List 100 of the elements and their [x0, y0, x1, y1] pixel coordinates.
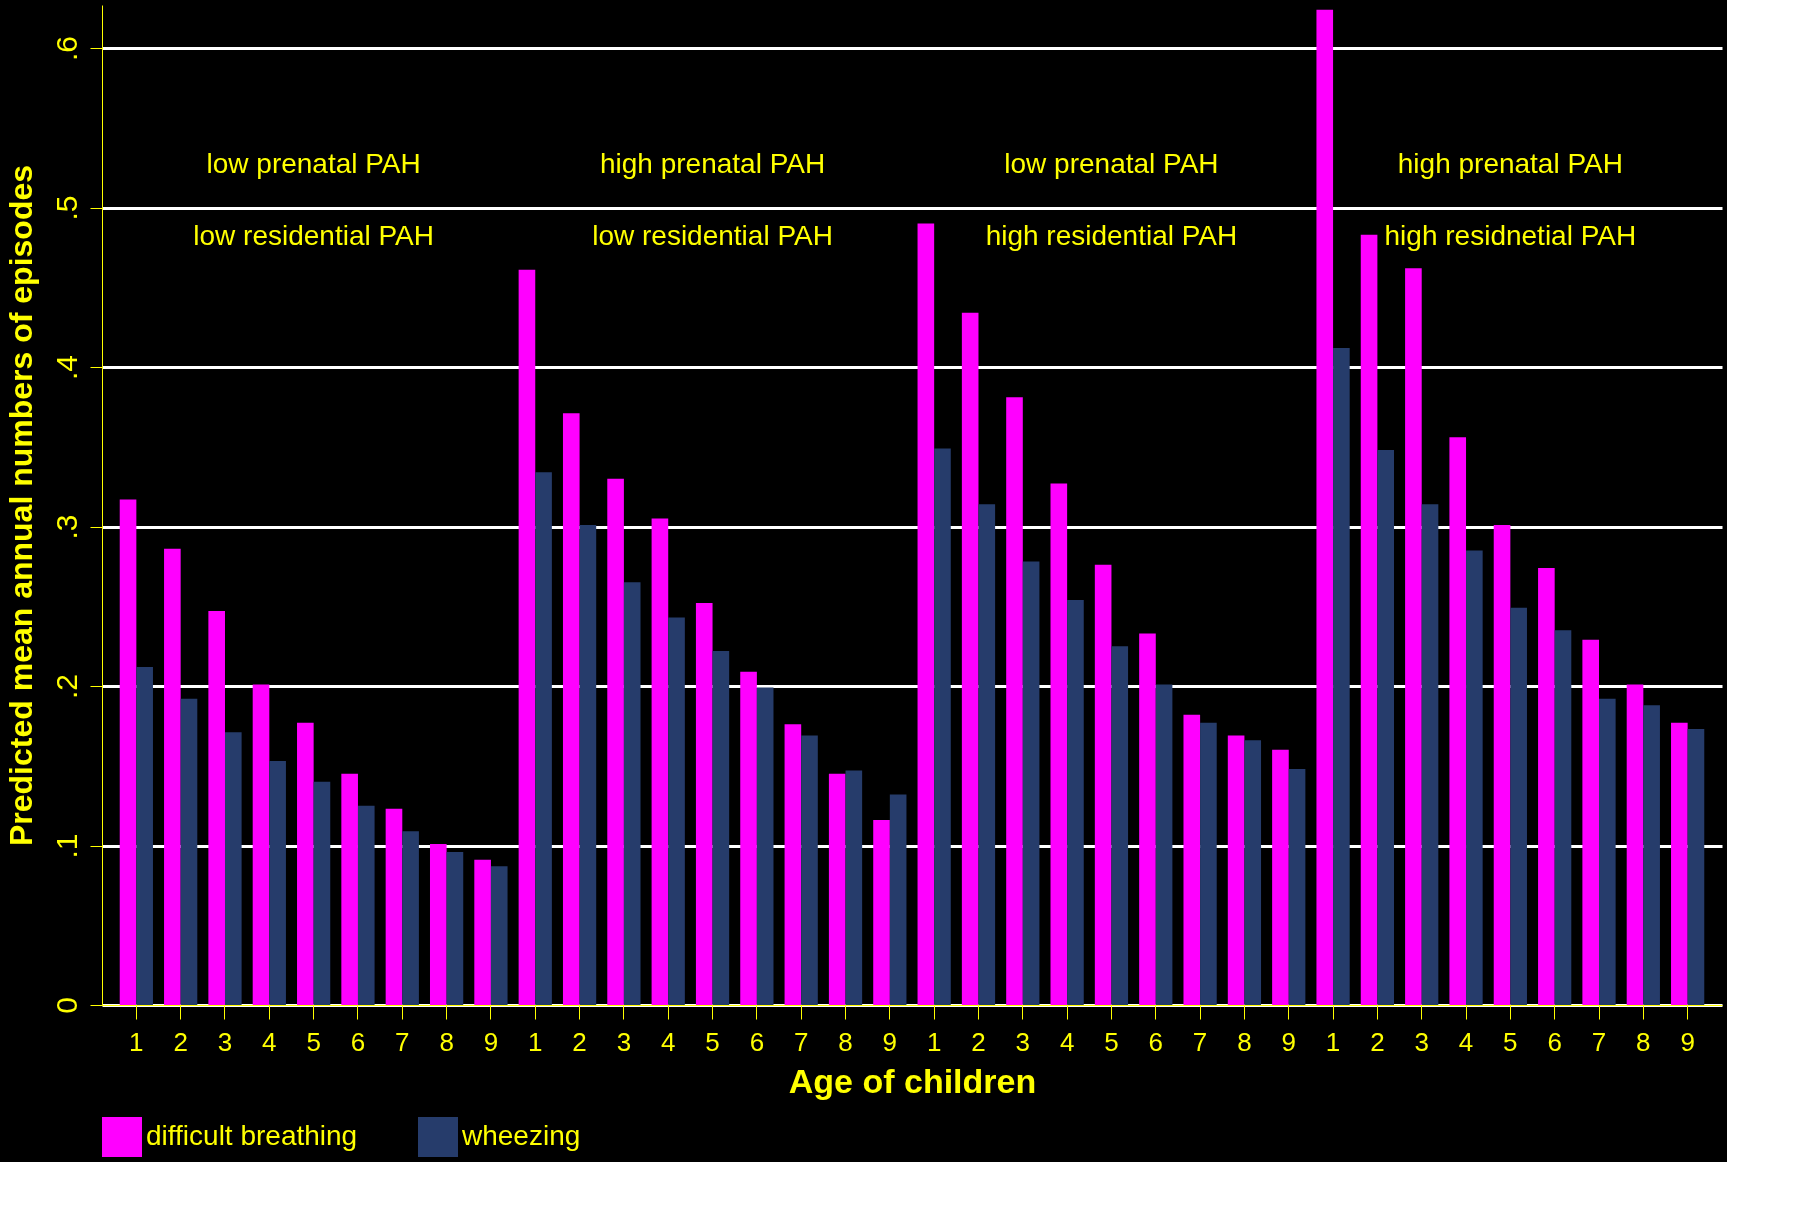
x-tick-label: 2	[971, 1026, 986, 1057]
x-tick-label: 1	[926, 1026, 942, 1057]
bar	[252, 684, 270, 1005]
bar	[136, 666, 153, 1005]
bar	[668, 617, 685, 1005]
annotation: low prenatal PAH	[1004, 148, 1219, 179]
bar	[402, 831, 419, 1005]
annotation: high prenatal PAH	[1397, 148, 1623, 179]
x-tick-label: 9	[1281, 1026, 1296, 1057]
bar	[978, 504, 996, 1005]
x-tick-label: 1	[1325, 1026, 1341, 1057]
bar	[784, 724, 802, 1005]
bar	[180, 698, 198, 1005]
bar	[1626, 684, 1644, 1005]
bar	[579, 524, 597, 1005]
x-tick-label: 3	[616, 1026, 632, 1057]
x-tick-label: 2	[173, 1026, 188, 1057]
bar	[1272, 749, 1289, 1005]
bar	[535, 472, 552, 1005]
bar	[1405, 268, 1422, 1005]
bar	[385, 808, 403, 1005]
x-tick-label: 3	[1015, 1026, 1031, 1057]
bar	[651, 518, 669, 1005]
x-tick-label: 8	[439, 1026, 454, 1057]
x-tick-label: 7	[1591, 1026, 1607, 1057]
x-tick-label: 6	[350, 1026, 366, 1057]
bar	[934, 448, 951, 1005]
x-tick-label: 1	[129, 1026, 144, 1057]
bar	[518, 269, 536, 1005]
x-tick-label: 6	[749, 1026, 765, 1057]
x-tick-label: 8	[1237, 1026, 1252, 1057]
bar	[313, 781, 331, 1005]
bar	[1333, 347, 1350, 1005]
x-tick-label: 3	[217, 1026, 233, 1057]
bar	[1421, 504, 1439, 1005]
bar	[164, 548, 181, 1005]
bar	[1094, 564, 1112, 1005]
bar	[961, 312, 979, 1005]
bar	[1139, 633, 1156, 1005]
bar	[828, 773, 846, 1005]
x-tick-label: 6	[1547, 1026, 1562, 1057]
annotation: high residential PAH	[985, 220, 1238, 251]
bar	[695, 603, 713, 1005]
bar	[1671, 722, 1688, 1005]
x-tick-label: 7	[395, 1026, 410, 1057]
x-tick-label: 4	[262, 1026, 277, 1057]
x-tick-label: 9	[1680, 1026, 1695, 1057]
x-tick-label: 8	[1636, 1026, 1651, 1057]
bar	[845, 770, 863, 1005]
annotation: low prenatal PAH	[206, 148, 421, 179]
y-axis-title: Predicted mean annual numbers of episodes	[2, 164, 39, 847]
bar	[756, 687, 774, 1005]
annotation: high residnetial PAH	[1384, 220, 1637, 251]
bar	[607, 478, 624, 1005]
bar	[1111, 646, 1129, 1005]
y-tick-label: .4	[49, 355, 83, 381]
annotation: high prenatal PAH	[599, 148, 826, 179]
x-tick-label: 6	[1148, 1026, 1164, 1057]
annotation: low residential PAH	[592, 220, 833, 251]
x-tick-label: 8	[838, 1026, 853, 1057]
bar	[562, 413, 580, 1005]
annotation: low residential PAH	[193, 220, 434, 251]
bar	[1155, 684, 1173, 1005]
bar	[357, 805, 375, 1005]
y-tick-label: .6	[49, 36, 83, 62]
bar	[1050, 483, 1068, 1005]
bar	[873, 819, 890, 1005]
bar	[1599, 698, 1616, 1005]
x-axis-title: Age of children	[788, 1061, 1037, 1100]
bar	[490, 866, 508, 1005]
bar	[1554, 630, 1572, 1005]
y-tick-label: 0	[49, 997, 83, 1014]
bar	[225, 732, 242, 1005]
bar	[1449, 437, 1467, 1005]
bar	[1510, 607, 1527, 1005]
bar	[1687, 729, 1705, 1005]
x-tick-label: 3	[1414, 1026, 1429, 1057]
bar	[917, 223, 935, 1005]
bar	[341, 773, 358, 1005]
bar	[208, 611, 225, 1005]
bar	[119, 499, 137, 1005]
x-tick-label: 7	[793, 1026, 809, 1057]
x-tick-label: 2	[1370, 1026, 1385, 1057]
bar	[1493, 524, 1511, 1005]
x-tick-label: 5	[705, 1026, 720, 1057]
bar	[1022, 561, 1040, 1005]
bar	[712, 650, 730, 1005]
bar	[429, 843, 447, 1005]
x-tick-label: 4	[1059, 1026, 1075, 1057]
bar	[297, 722, 314, 1005]
bar	[1183, 714, 1201, 1005]
y-tick-label: .2	[49, 674, 83, 700]
bar	[623, 582, 641, 1005]
bar	[446, 851, 464, 1005]
x-tick-label: 5	[1104, 1026, 1119, 1057]
bar	[1006, 397, 1023, 1005]
bar	[1227, 735, 1245, 1005]
bar	[1582, 639, 1599, 1005]
x-tick-label: 5	[1503, 1026, 1518, 1057]
bar	[1200, 722, 1217, 1005]
